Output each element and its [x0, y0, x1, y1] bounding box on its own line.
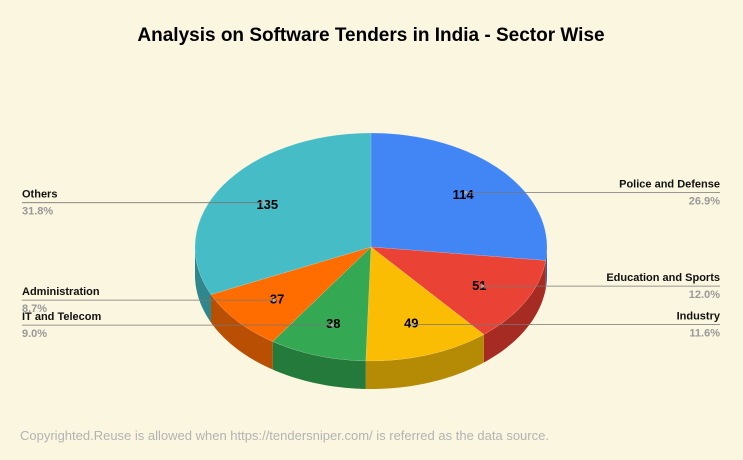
pie-value-labels: 114 51 49 38 37 135: [256, 187, 486, 331]
legend-percent-education-and-sports: 12.0%: [689, 289, 720, 301]
pie-side-administration: [211, 294, 273, 370]
pie-slices-group: [194, 132, 548, 362]
legend-label-others: Others: [22, 189, 57, 201]
pie-slice-education-and-sports[interactable]: [370, 246, 547, 335]
slice-value-it-and-telecom: 38: [326, 316, 340, 331]
pie-slice-others[interactable]: [194, 132, 372, 295]
slice-value-industry: 49: [404, 315, 418, 330]
legend-percent-it-and-telecom: 9.0%: [22, 328, 47, 340]
pie-slice-it-and-telecom[interactable]: [272, 246, 372, 362]
legend-label-administration: Administration: [22, 286, 100, 298]
footer-note: Copyrighted.Reuse is allowed when https:…: [20, 428, 549, 443]
slice-value-education-and-sports: 51: [472, 278, 486, 293]
legend-label-it-and-telecom: IT and Telecom: [22, 311, 101, 323]
pie-slice-police-and-defense[interactable]: [370, 132, 548, 261]
legend-group: Police and Defense 26.9% Education and Spo…: [22, 179, 721, 340]
pie-side-police-and-defense: [545, 247, 547, 289]
pie-slice-industry[interactable]: [365, 246, 485, 362]
chart-title: Analysis on Software Tenders in India - …: [137, 25, 604, 46]
legend-anchor-industry: [410, 323, 415, 327]
pie-side-education-and-sports: [483, 260, 546, 363]
pie-side-it-and-telecom: [272, 341, 366, 389]
legend-anchor-administration: [272, 298, 276, 302]
legend-label-police-and-defense: Police and Defense: [619, 179, 720, 191]
slice-value-administration: 37: [270, 292, 284, 307]
legend-percent-industry: 11.6%: [689, 328, 720, 340]
slice-value-others: 135: [256, 197, 278, 212]
legend-anchor-it-and-telecom: [330, 323, 334, 327]
pie-depth-group: [195, 247, 547, 389]
legend-label-education-and-sports: Education and Sports: [606, 272, 720, 284]
pie-side-others: [195, 247, 211, 323]
legend-percent-administration: 8.7%: [22, 303, 47, 315]
legend-label-industry: Industry: [677, 311, 721, 323]
slice-value-police-and-defense: 114: [453, 187, 475, 202]
pie-side-industry: [365, 334, 484, 389]
legend-anchor-education-and-sports: [480, 284, 484, 288]
pie-slice-administration[interactable]: [210, 246, 372, 342]
legend-percent-others: 31.8%: [22, 206, 53, 218]
legend-percent-police-and-defense: 26.9%: [689, 196, 720, 208]
legend-anchor-others: [262, 201, 266, 205]
legend-anchor-police-and-defense: [464, 190, 468, 195]
